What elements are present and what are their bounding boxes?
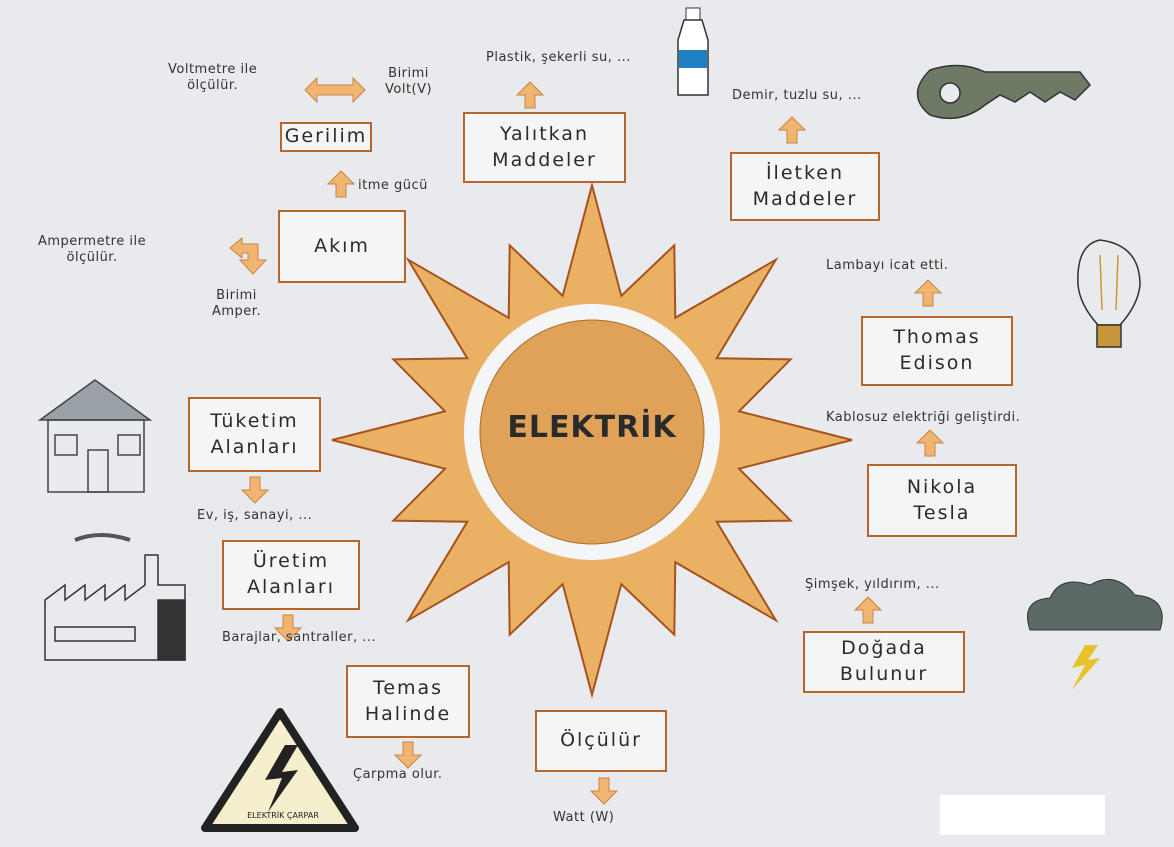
- arrow: [915, 429, 945, 457]
- note-line: Barajlar, santraller, ...: [222, 630, 377, 645]
- node-note: Ampermetre ile ölçülür.: [38, 234, 146, 265]
- warning-icon: [201, 708, 359, 832]
- note-line: Çarpma olur.: [353, 767, 443, 782]
- node-label: İletken: [765, 161, 845, 184]
- arrow: [777, 116, 807, 144]
- node-label: Gerilim: [284, 125, 368, 148]
- bulb-icon: [1077, 239, 1141, 348]
- note-line: Volt(V): [385, 81, 433, 97]
- node-label: Tüketim: [210, 409, 299, 432]
- arrow: [393, 741, 423, 769]
- node-label: Doğada: [841, 637, 927, 660]
- node-label: Tesla: [913, 501, 971, 524]
- arrow: [326, 170, 356, 198]
- node-label: Akım: [314, 234, 370, 257]
- node-box: Ölçülür: [535, 710, 667, 772]
- node-note: itme gücü: [358, 178, 428, 194]
- node-label: Halinde: [364, 702, 452, 725]
- node-note: Demir, tuzlu su, ...: [732, 88, 862, 104]
- sun: [331, 181, 853, 699]
- note-line: ölçülür.: [187, 77, 239, 93]
- node-box: Nikola Tesla: [867, 464, 1017, 537]
- node-note: Birimi Volt(V): [385, 66, 432, 97]
- note-line: Ampermetre ile: [38, 234, 147, 249]
- node-label: Nikola: [906, 475, 978, 498]
- arrow: [240, 476, 270, 504]
- node-label: Bulunur: [839, 663, 929, 685]
- center-title: ELEKTRİK: [507, 410, 677, 445]
- note-line: Plastik, şekerli su, ...: [486, 50, 631, 65]
- note-line: Lambayı icat etti.: [826, 258, 949, 273]
- house-icon: [37, 379, 153, 493]
- node-box: Akım: [278, 210, 406, 283]
- note-line: Birimi: [388, 66, 429, 81]
- note-line: Voltmetre ile: [168, 62, 258, 77]
- node-note: Birimi Amper.: [212, 288, 261, 319]
- arrow: [589, 777, 619, 805]
- node-note: Şimşek, yıldırım, ...: [805, 577, 940, 593]
- node-label: Yalıtkan: [500, 122, 589, 145]
- arrow: [515, 81, 545, 109]
- factory-icon: [44, 533, 186, 661]
- warning-text: ELEKTRİK ÇARPAR: [247, 811, 319, 820]
- node-label: Alanları: [247, 576, 335, 598]
- node-note: Watt (W): [553, 810, 614, 826]
- node-note: Çarpma olur.: [353, 767, 443, 783]
- node-box: Doğada Bulunur: [803, 631, 965, 693]
- note-line: ölçülür.: [66, 249, 118, 265]
- node-label: Ölçülür: [560, 729, 642, 752]
- node-box: Yalıtkan Maddeler: [463, 112, 626, 183]
- node-label: Temas: [372, 676, 444, 699]
- sun-core: [479, 319, 705, 545]
- arrow: [853, 596, 883, 624]
- node-note: Ev, iş, sanayi, ...: [197, 508, 312, 524]
- bottle-icon: [677, 7, 709, 96]
- arrow: [229, 236, 268, 275]
- node-box: Thomas Edison: [861, 316, 1013, 386]
- node-box: Temas Halinde: [346, 665, 470, 738]
- note-line: Amper.: [212, 303, 262, 319]
- key-icon: [916, 64, 1091, 120]
- note-line: Şimşek, yıldırım, ...: [805, 577, 940, 592]
- node-note: Kablosuz elektriği geliştirdi.: [826, 410, 1020, 426]
- node-box: Tüketim Alanları: [188, 397, 321, 472]
- node-label: Thomas: [893, 326, 981, 349]
- node-note: Barajlar, santraller, ...: [222, 630, 376, 646]
- node-box: İletken Maddeler: [730, 152, 880, 221]
- node-label: Maddeler: [492, 148, 597, 171]
- note-line: itme gücü: [358, 178, 428, 193]
- node-label: Üretim: [252, 550, 330, 573]
- node-label: Alanları: [210, 435, 299, 458]
- node-label: Maddeler: [752, 187, 858, 210]
- node-box: Gerilim: [280, 122, 372, 152]
- arrow: [273, 614, 303, 642]
- note-line: Kablosuz elektriği geliştirdi.: [826, 410, 1021, 425]
- node-note: Plastik, şekerli su, ...: [486, 50, 631, 66]
- blank-patch: [940, 795, 1105, 835]
- note-line: Watt (W): [553, 810, 615, 825]
- arrow: [304, 76, 366, 104]
- cloud-icon: [1027, 578, 1163, 690]
- note-line: Demir, tuzlu su, ...: [732, 88, 862, 103]
- node-note: Voltmetre ile ölçülür.: [168, 62, 257, 93]
- note-line: Ev, iş, sanayi, ...: [197, 508, 313, 523]
- node-box: Üretim Alanları: [222, 540, 360, 610]
- node-label: Edison: [899, 352, 975, 374]
- note-line: Birimi: [216, 288, 257, 303]
- node-note: Lambayı icat etti.: [826, 258, 948, 274]
- arrow: [913, 279, 943, 307]
